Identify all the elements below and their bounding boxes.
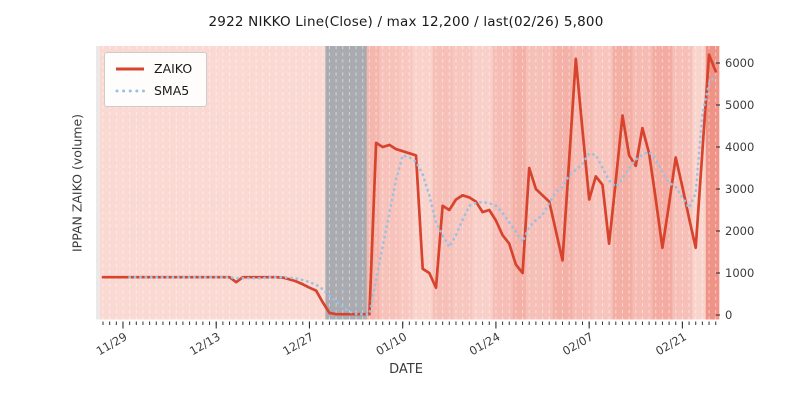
y-axis-ticks: [716, 62, 720, 316]
chart-title: 2922 NIKKO Line(Close) / max 12,200 / la…: [208, 14, 604, 30]
svg-text:5000: 5000: [725, 98, 754, 112]
sma5-line-swatch: [115, 89, 145, 92]
legend-label-sma5: SMA5: [154, 83, 190, 98]
svg-text:02/21: 02/21: [653, 329, 689, 358]
svg-text:0: 0: [725, 308, 732, 322]
svg-text:2000: 2000: [725, 224, 754, 238]
svg-text:6000: 6000: [725, 56, 754, 70]
svg-text:11/29: 11/29: [94, 329, 130, 358]
legend-item-zaiko: ZAIKO: [115, 61, 192, 76]
x-axis-tick-labels: 11/29 12/13 12/27 01/10 01/24 02/07 02/21: [94, 329, 689, 358]
sma5-line: [128, 73, 718, 316]
svg-text:01/24: 01/24: [467, 329, 503, 358]
svg-text:02/07: 02/07: [560, 329, 596, 358]
svg-text:12/13: 12/13: [187, 329, 223, 358]
zaiko-line-swatch: [116, 67, 144, 70]
svg-text:4000: 4000: [725, 140, 754, 154]
svg-text:01/10: 01/10: [373, 329, 409, 358]
x-axis-ticks: [102, 321, 717, 329]
svg-text:12/27: 12/27: [280, 329, 316, 358]
legend-label-zaiko: ZAIKO: [154, 61, 193, 76]
holiday-band: [325, 46, 367, 320]
svg-text:1000: 1000: [725, 266, 754, 280]
x-axis-label: DATE: [389, 362, 423, 377]
y-axis-tick-labels: 0 1000 2000 3000 4000 5000 6000: [725, 56, 754, 322]
legend: ZAIKO SMA5: [104, 52, 208, 107]
legend-item-sma5: SMA5: [115, 83, 192, 98]
svg-text:3000: 3000: [725, 182, 754, 196]
